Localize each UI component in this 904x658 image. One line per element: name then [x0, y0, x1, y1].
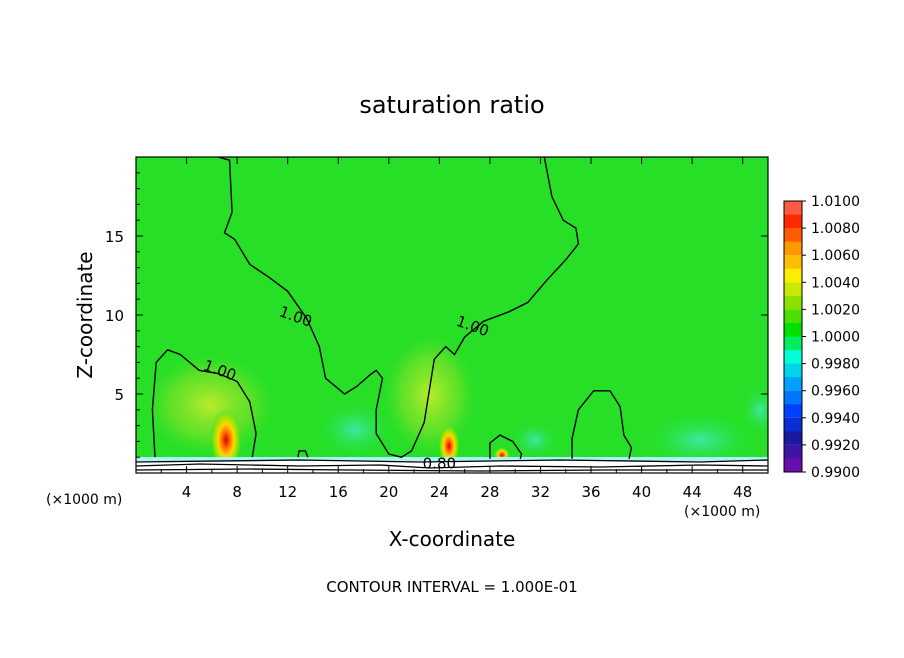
colorbar-label: 0.9980 — [811, 357, 860, 373]
colorbar-label: 1.0080 — [811, 221, 860, 237]
hotspot — [210, 408, 242, 472]
contour-lines — [151, 157, 633, 459]
colorbar-segment-blend — [784, 390, 802, 405]
colorbar-label: 1.0040 — [811, 275, 860, 291]
cool-region — [510, 420, 560, 460]
y-axis-label: Z-coordinate — [73, 251, 97, 378]
surface-band-edge — [136, 457, 768, 461]
colorbar-segment-blend — [784, 201, 802, 215]
colorbar: 0.9900 0.9920 0.9940 0.9960 0.9980 1.0000 1.00… — [783, 194, 860, 481]
colorbar-label: 1.0000 — [811, 330, 860, 346]
x-unit-label-left: (×1000 m) — [46, 492, 122, 508]
x-tick-label: 44 — [683, 483, 702, 501]
x-tick-label: 4 — [182, 483, 192, 501]
contour-line — [297, 450, 309, 458]
contour-line — [489, 434, 523, 459]
contour-line — [571, 390, 633, 459]
y-tick-label: 5 — [114, 386, 124, 404]
chart-title: saturation ratio — [359, 91, 544, 119]
x-tick-label: 36 — [581, 483, 600, 501]
surface-contour-lines — [136, 459, 768, 472]
colorbar-label: 1.0060 — [811, 248, 860, 264]
colorbar-segment-blend — [784, 336, 802, 351]
colorbar-label: 1.0020 — [811, 302, 860, 318]
x-tick-label: 16 — [329, 483, 348, 501]
colorbar-segment-blend — [784, 255, 802, 269]
cool-region — [740, 385, 768, 435]
contour-line — [218, 157, 580, 458]
colorbar-segment-blend — [784, 444, 802, 459]
x-tick-label: 20 — [379, 483, 398, 501]
colorbar-label: 0.9900 — [811, 465, 860, 481]
x-tick-label: 8 — [232, 483, 242, 501]
cool-region — [640, 410, 760, 470]
x-axis-label: X-coordinate — [389, 527, 516, 551]
colorbar-label: 1.0100 — [811, 194, 860, 210]
x-unit-label-right: (×1000 m) — [684, 504, 760, 520]
y-tick-label: 10 — [105, 307, 124, 325]
colorbar-segment-blend — [784, 228, 802, 242]
x-tick-label: 32 — [531, 483, 550, 501]
x-tick-label: 28 — [480, 483, 499, 501]
x-tick-label: 24 — [430, 483, 449, 501]
contour-interval-footer: CONTOUR INTERVAL = 1.000E-01 — [326, 578, 577, 596]
colorbar-segment-blend — [784, 417, 802, 432]
colorbar-segment-blend — [784, 282, 802, 296]
contour-line — [151, 348, 257, 458]
colorbar-segment-blend — [784, 363, 802, 378]
contour-label: 0.80 — [423, 454, 456, 472]
colorbar-label: 0.9920 — [811, 438, 860, 454]
moist-region — [380, 330, 480, 460]
colorbar-segment-blend — [784, 309, 802, 323]
cool-region — [315, 400, 395, 460]
moist-region — [140, 350, 280, 460]
plot-area — [136, 157, 768, 473]
x-tick-label: 12 — [278, 483, 297, 501]
colorbar-label: 0.9940 — [811, 411, 860, 427]
x-tick-label: 40 — [632, 483, 651, 501]
x-tick-label: 48 — [733, 483, 752, 501]
y-tick-label: 15 — [105, 228, 124, 246]
colorbar-label: 0.9960 — [811, 384, 860, 400]
